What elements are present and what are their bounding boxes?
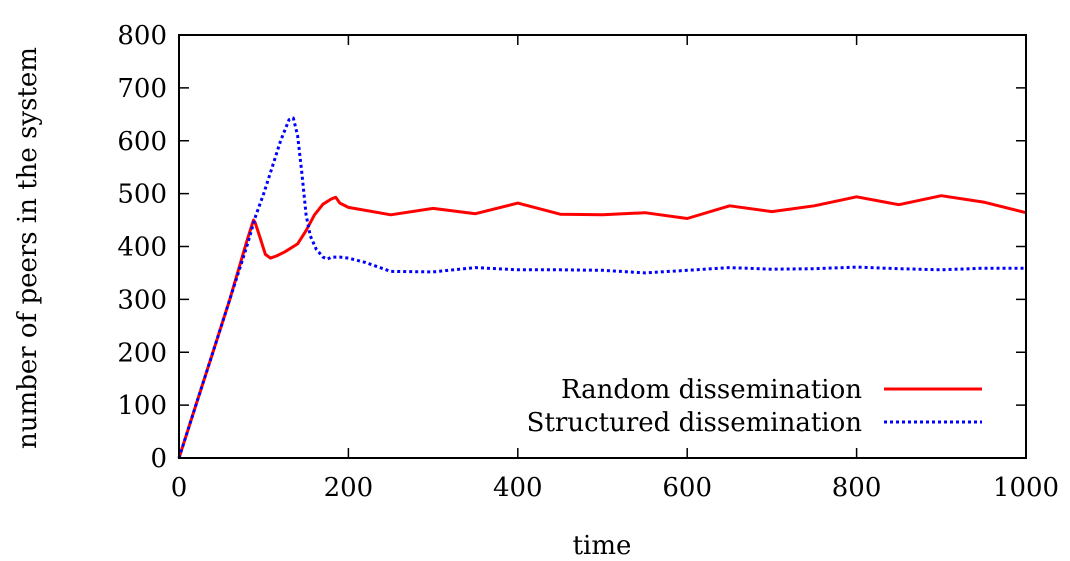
x-tick-label: 200	[324, 473, 374, 503]
series-layer	[177, 116, 1027, 459]
legend-label: Random dissemination	[561, 375, 862, 405]
x-tick-label: 800	[832, 473, 882, 503]
y-tick-label: 800	[117, 21, 167, 51]
x-tick-label: 400	[493, 473, 543, 503]
series-line-structured	[177, 116, 1026, 459]
axis-ticks: 0 200 400 600 800 1000 0 100 200 300 400 500 600 700 8…	[117, 21, 1059, 503]
y-tick-label: 0	[150, 444, 167, 474]
y-axis-label: number of peers in the system	[13, 47, 43, 449]
plot-frame	[178, 34, 1027, 459]
x-tick-label: 0	[171, 473, 188, 503]
x-tick-label: 1000	[993, 473, 1059, 503]
legend-label: Structured dissemination	[527, 408, 863, 438]
y-tick-label: 700	[117, 74, 167, 104]
y-tick-label: 600	[117, 127, 167, 157]
x-tick-label: 600	[662, 473, 712, 503]
x-axis-label: time	[573, 531, 632, 561]
y-tick-label: 100	[117, 391, 167, 421]
y-tick-label: 300	[117, 285, 167, 315]
y-tick-label: 500	[117, 180, 167, 210]
y-tick-label: 400	[117, 233, 167, 263]
y-tick-label: 200	[117, 338, 167, 368]
